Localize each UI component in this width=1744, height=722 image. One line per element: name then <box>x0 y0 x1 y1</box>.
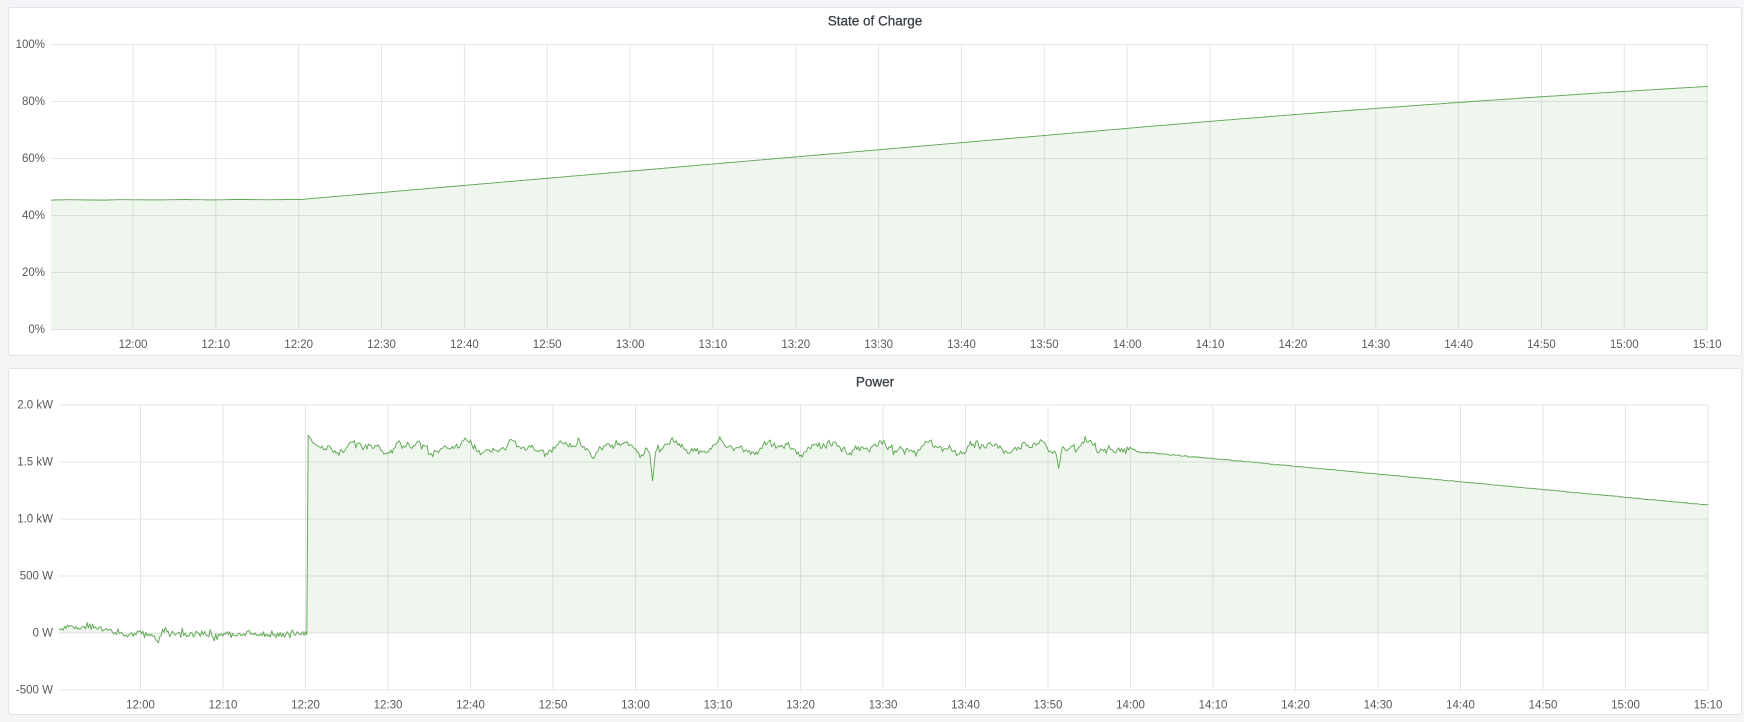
svg-text:12:40: 12:40 <box>450 339 479 351</box>
svg-text:12:30: 12:30 <box>367 339 396 351</box>
svg-text:13:10: 13:10 <box>699 339 728 351</box>
svg-text:14:10: 14:10 <box>1196 339 1225 351</box>
svg-text:13:00: 13:00 <box>616 339 645 351</box>
svg-text:14:20: 14:20 <box>1279 339 1308 351</box>
svg-text:1.5 kW: 1.5 kW <box>17 457 53 469</box>
svg-text:12:10: 12:10 <box>209 700 238 712</box>
svg-text:2.0 kW: 2.0 kW <box>17 400 53 412</box>
svg-text:60%: 60% <box>22 153 45 165</box>
svg-text:Power: Power <box>856 375 895 390</box>
svg-text:14:00: 14:00 <box>1113 339 1142 351</box>
svg-text:0%: 0% <box>28 324 45 336</box>
svg-text:12:00: 12:00 <box>126 700 155 712</box>
svg-text:14:30: 14:30 <box>1361 339 1390 351</box>
svg-text:12:50: 12:50 <box>539 700 568 712</box>
svg-text:13:50: 13:50 <box>1034 700 1063 712</box>
svg-text:13:00: 13:00 <box>621 700 650 712</box>
svg-text:14:50: 14:50 <box>1527 339 1556 351</box>
svg-text:14:50: 14:50 <box>1529 700 1558 712</box>
svg-text:14:20: 14:20 <box>1281 700 1310 712</box>
svg-text:13:10: 13:10 <box>704 700 733 712</box>
svg-text:15:10: 15:10 <box>1693 339 1722 351</box>
svg-text:40%: 40% <box>22 210 45 222</box>
svg-text:14:40: 14:40 <box>1446 700 1475 712</box>
svg-text:12:20: 12:20 <box>284 339 313 351</box>
svg-text:12:20: 12:20 <box>291 700 320 712</box>
svg-text:14:40: 14:40 <box>1444 339 1473 351</box>
svg-text:13:20: 13:20 <box>781 339 810 351</box>
svg-text:State of Charge: State of Charge <box>828 14 923 29</box>
svg-text:-500 W: -500 W <box>16 685 53 697</box>
svg-text:14:30: 14:30 <box>1364 700 1393 712</box>
svg-text:14:00: 14:00 <box>1116 700 1145 712</box>
svg-text:14:10: 14:10 <box>1199 700 1228 712</box>
svg-text:13:40: 13:40 <box>947 339 976 351</box>
svg-text:12:50: 12:50 <box>533 339 562 351</box>
svg-text:20%: 20% <box>22 267 45 279</box>
svg-text:12:10: 12:10 <box>201 339 230 351</box>
svg-text:12:40: 12:40 <box>456 700 485 712</box>
svg-text:13:20: 13:20 <box>786 700 815 712</box>
svg-text:13:30: 13:30 <box>864 339 893 351</box>
svg-text:13:30: 13:30 <box>869 700 898 712</box>
svg-text:15:10: 15:10 <box>1694 700 1723 712</box>
svg-text:500 W: 500 W <box>20 571 53 583</box>
svg-text:12:00: 12:00 <box>119 339 148 351</box>
svg-text:80%: 80% <box>22 96 45 108</box>
svg-text:1.0 kW: 1.0 kW <box>17 514 53 526</box>
svg-text:12:30: 12:30 <box>374 700 403 712</box>
svg-text:13:50: 13:50 <box>1030 339 1059 351</box>
svg-text:15:00: 15:00 <box>1610 339 1639 351</box>
svg-text:13:40: 13:40 <box>951 700 980 712</box>
svg-text:0 W: 0 W <box>33 628 54 640</box>
svg-text:15:00: 15:00 <box>1611 700 1640 712</box>
svg-text:100%: 100% <box>16 39 45 51</box>
